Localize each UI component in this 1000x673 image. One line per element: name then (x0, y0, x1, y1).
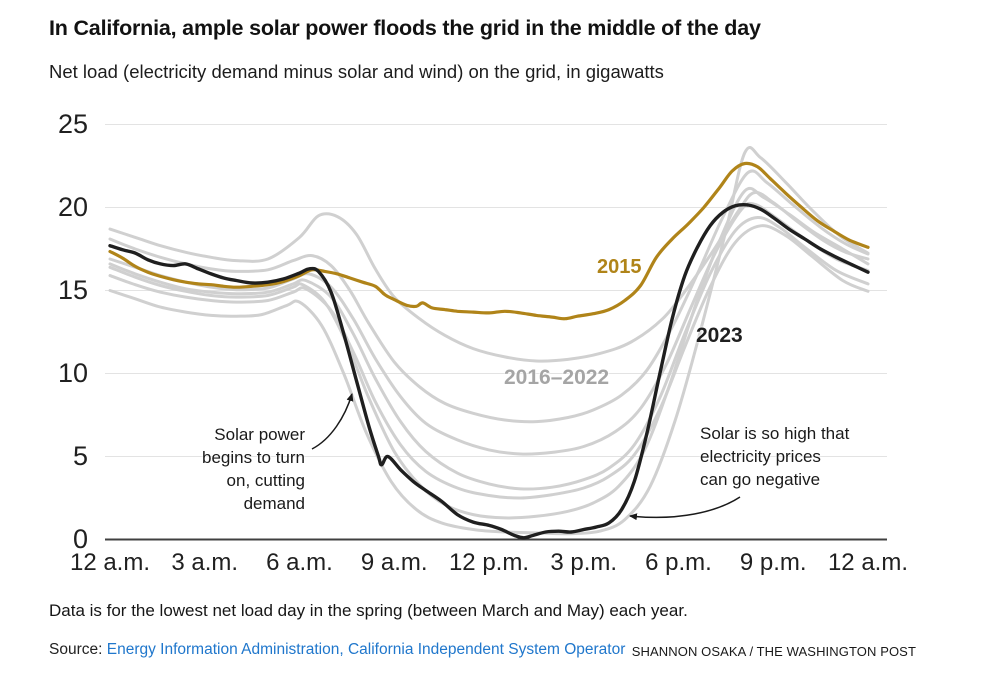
chart-subtitle: Net load (electricity demand minus solar… (49, 61, 664, 82)
xtick-label-9: 9 a.m. (360, 549, 428, 576)
series-2020 (108, 224, 870, 500)
xtick-label-3: 3 a.m. (171, 549, 239, 576)
ytick-label-0: 0 (72, 523, 88, 554)
annotation-line: demand (243, 494, 305, 513)
xtick-label-18: 6 p.m. (645, 549, 712, 576)
xtick-label-15: 3 p.m. (550, 549, 618, 576)
xtick-label-12: 12 p.m. (448, 549, 529, 576)
ytick-label-15: 15 (57, 274, 88, 305)
source-line: Source: Energy Information Administratio… (49, 641, 625, 659)
xtick-label-0: 12 a.m. (69, 549, 151, 576)
source-prefix: Source: (49, 641, 103, 658)
ytick-label-25: 25 (57, 108, 88, 139)
series-2023 (108, 203, 870, 540)
annotation-line: on, cutting (226, 471, 305, 490)
footnote: Data is for the lowest net load day in t… (49, 601, 688, 620)
series-2016 (108, 190, 870, 363)
ytick-label-20: 20 (57, 191, 88, 222)
xtick-label-21: 9 p.m. (739, 549, 807, 576)
series-label-2016-2022: 2016–2022 (504, 366, 610, 389)
xtick-label-24: 12 a.m. (827, 549, 908, 576)
xtick-label-6: 6 a.m. (266, 549, 333, 576)
series-2019 (108, 215, 870, 491)
source-link[interactable]: Energy Information Administration, Calif… (106, 641, 626, 658)
series-2022 (108, 146, 870, 536)
series-label-2015: 2015 (597, 256, 642, 278)
series-2017 (108, 169, 870, 424)
annotation-line: can go negative (700, 470, 821, 489)
series-2018 (108, 201, 870, 456)
series-2015 (108, 161, 870, 321)
chart-title: In California, ample solar power floods … (49, 16, 761, 40)
annotation-line: begins to turn (201, 448, 305, 467)
gridlines (105, 124, 887, 541)
annotation-line: electricity prices (700, 447, 821, 466)
ytick-label-5: 5 (72, 440, 88, 471)
annotation-solar-morning: Solar power begins to turn on, cutting d… (163, 423, 305, 515)
series-lines (108, 146, 870, 540)
series-2021 (108, 186, 870, 520)
annotation-negative-prices: Solar is so high that electricity prices… (700, 422, 890, 491)
annotation-line: Solar is so high that (700, 424, 850, 443)
annotation-arrow-left (311, 393, 354, 450)
annotation-arrow-right (629, 496, 741, 521)
byline-credit: SHANNON OSAKA / THE WASHINGTON POST (631, 644, 916, 659)
series-label-2023: 2023 (696, 324, 743, 347)
ytick-label-10: 10 (57, 357, 88, 388)
annotation-line: Solar power (214, 425, 305, 444)
